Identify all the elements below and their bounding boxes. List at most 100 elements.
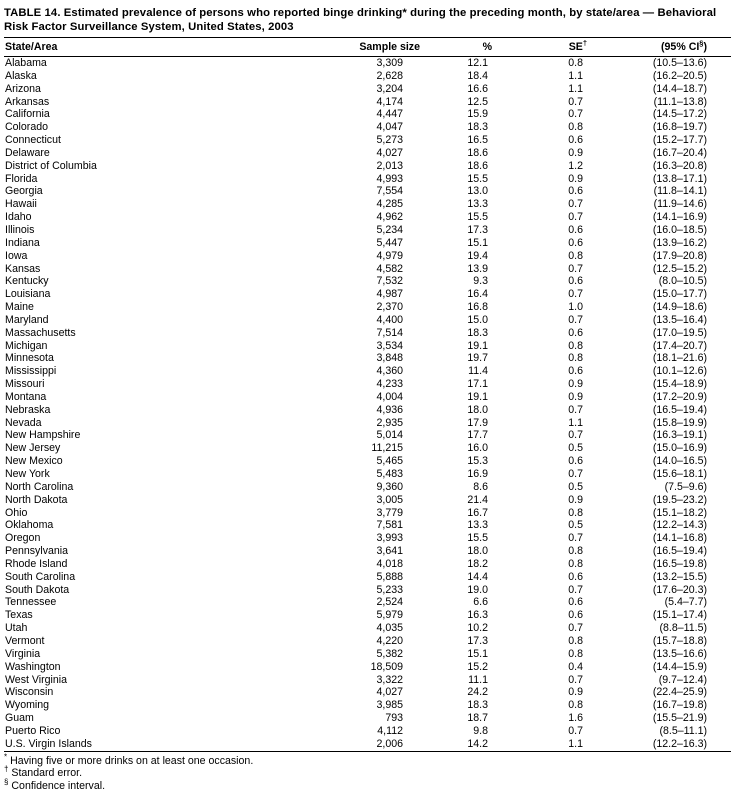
table-row: Arizona 3,204 16.6 1.1 (14.4–18.7)	[4, 83, 731, 96]
cell-ci: (15.1–17.4)	[652, 609, 707, 622]
table-row: Wyoming 3,985 18.3 0.8 (16.7–19.8)	[4, 699, 731, 712]
table-title: TABLE 14. Estimated prevalence of person…	[4, 6, 731, 34]
table-row: Rhode Island 4,018 18.2 0.8 (16.5–19.8)	[4, 558, 731, 571]
table-row: Indiana 5,447 15.1 0.6 (13.9–16.2)	[4, 237, 731, 250]
cell-se: 1.1	[568, 82, 583, 95]
cell-sample-size: 4,112	[377, 724, 403, 737]
cell-sample-size: 7,514	[376, 326, 403, 339]
cell-sample-size: 5,014	[376, 429, 403, 442]
cell-sample-size: 3,005	[376, 493, 403, 506]
cell-se: 0.6	[568, 236, 583, 249]
cell-se: 0.7	[568, 95, 583, 108]
cell-ci: (10.5–13.6)	[652, 57, 707, 69]
cell-sample-size: 3,848	[376, 352, 403, 365]
cell-sample-size: 3,534	[376, 339, 403, 352]
cell-percent: 16.6	[467, 82, 488, 95]
table-row: Alaska 2,628 18.4 1.1 (16.2–20.5)	[4, 70, 731, 83]
cell-ci: (17.4–20.7)	[652, 339, 707, 352]
cell-se: 0.8	[568, 545, 583, 558]
table-row: Iowa 4,979 19.4 0.8 (17.9–20.8)	[4, 250, 731, 263]
table-row: Mississippi 4,360 11.4 0.6 (10.1–12.6)	[4, 365, 731, 378]
table-row: Guam 793 18.7 1.6 (15.5–21.9)	[4, 712, 731, 725]
cell-ci: (16.8–19.7)	[652, 121, 707, 134]
table-row: Massachusetts 7,514 18.3 0.6 (17.0–19.5)	[4, 327, 731, 340]
table-row: South Carolina 5,888 14.4 0.6 (13.2–15.5)	[4, 571, 731, 584]
cell-state-area: Oregon	[5, 532, 41, 545]
cell-ci: (15.5–21.9)	[652, 712, 707, 725]
cell-percent: 18.0	[467, 545, 488, 558]
footnote: † Standard error.	[4, 764, 83, 780]
cell-se: 0.7	[568, 583, 583, 596]
footnote-marker: †	[4, 764, 9, 774]
cell-percent: 15.1	[467, 647, 488, 660]
cell-ci: (16.7–20.4)	[652, 146, 707, 159]
cell-percent: 17.1	[467, 378, 488, 391]
table-row: Louisiana 4,987 16.4 0.7 (15.0–17.7)	[4, 288, 731, 301]
cell-se: 0.5	[568, 442, 583, 455]
cell-state-area: North Carolina	[5, 480, 74, 493]
cell-percent: 17.3	[467, 223, 488, 236]
cell-se: 0.8	[568, 699, 583, 712]
cell-state-area: Colorado	[5, 121, 48, 134]
table-row: Connecticut 5,273 16.5 0.6 (15.2–17.7)	[4, 134, 731, 147]
cell-percent: 13.3	[467, 198, 488, 211]
table-row: Delaware 4,027 18.6 0.9 (16.7–20.4)	[4, 147, 731, 160]
cell-se: 0.9	[568, 378, 583, 391]
cell-sample-size: 5,233	[376, 583, 403, 596]
cell-sample-size: 4,233	[376, 378, 403, 391]
cell-ci: (11.9–14.6)	[653, 198, 707, 211]
cell-percent: 14.4	[467, 570, 488, 583]
table-row: Missouri 4,233 17.1 0.9 (15.4–18.9)	[4, 378, 731, 391]
cell-percent: 9.3	[473, 275, 488, 288]
col-header-percent: %	[422, 37, 492, 57]
cell-ci: (11.1–13.8)	[653, 95, 707, 108]
cell-percent: 16.9	[467, 468, 488, 480]
cell-sample-size: 3,322	[376, 673, 403, 686]
se-label: SE	[568, 41, 583, 53]
cell-se: 0.6	[568, 596, 583, 609]
table-row: New York 5,483 16.9 0.7 (15.6–18.1)	[4, 468, 731, 481]
col-header-se: SE†	[492, 37, 587, 57]
table-row: Nevada 2,935 17.9 1.1 (15.8–19.9)	[4, 417, 731, 430]
cell-percent: 18.7	[467, 712, 488, 725]
cell-state-area: Alaska	[5, 69, 37, 82]
cell-sample-size: 3,779	[376, 506, 403, 519]
cell-se: 0.8	[568, 634, 583, 647]
cell-percent: 18.3	[467, 326, 488, 339]
cell-percent: 9.8	[473, 724, 488, 737]
cell-sample-size: 4,447	[376, 108, 403, 121]
cell-sample-size: 4,582	[376, 262, 403, 275]
cell-sample-size: 4,174	[376, 95, 403, 108]
cell-sample-size: 2,935	[376, 416, 403, 429]
cell-state-area: Utah	[5, 622, 28, 635]
cell-se: 0.8	[568, 339, 583, 352]
table-row: Ohio 3,779 16.7 0.8 (15.1–18.2)	[4, 507, 731, 520]
cell-sample-size: 3,204	[376, 82, 403, 95]
table-row: Maryland 4,400 15.0 0.7 (13.5–16.4)	[4, 314, 731, 327]
cell-state-area: Montana	[5, 390, 47, 403]
cell-se: 0.6	[568, 223, 583, 236]
cell-se: 1.6	[568, 712, 583, 725]
cell-ci: (16.3–20.8)	[652, 159, 707, 172]
table-row: Puerto Rico 4,112 9.8 0.7 (8.5–11.1)	[4, 725, 731, 738]
cell-sample-size: 4,987	[376, 288, 403, 301]
cell-sample-size: 4,047	[376, 121, 403, 134]
cell-state-area: California	[5, 108, 50, 121]
cell-ci: (19.5–23.2)	[652, 493, 707, 506]
table-row: New Jersey 11,215 16.0 0.5 (15.0–16.9)	[4, 442, 731, 455]
cell-ci: (15.0–17.7)	[652, 288, 707, 301]
footnote: § Confidence interval.	[4, 777, 106, 793]
cell-state-area: Delaware	[5, 146, 50, 159]
cell-se: 0.6	[568, 326, 583, 339]
cell-percent: 16.5	[467, 134, 488, 147]
cell-se: 0.9	[568, 390, 583, 403]
cell-sample-size: 7,581	[376, 519, 403, 532]
cell-ci: (15.8–19.9)	[652, 416, 707, 429]
dagger-footnote-marker: †	[582, 38, 587, 48]
prevalence-table: State/Area Sample size % SE† (95% CI§) A…	[4, 37, 731, 752]
cell-state-area: Michigan	[5, 339, 48, 352]
cell-se: 0.6	[568, 609, 583, 622]
cell-se: 0.6	[568, 365, 583, 378]
cell-ci: (15.4–18.9)	[652, 378, 707, 391]
table-row: Minnesota 3,848 19.7 0.8 (18.1–21.6)	[4, 352, 731, 365]
